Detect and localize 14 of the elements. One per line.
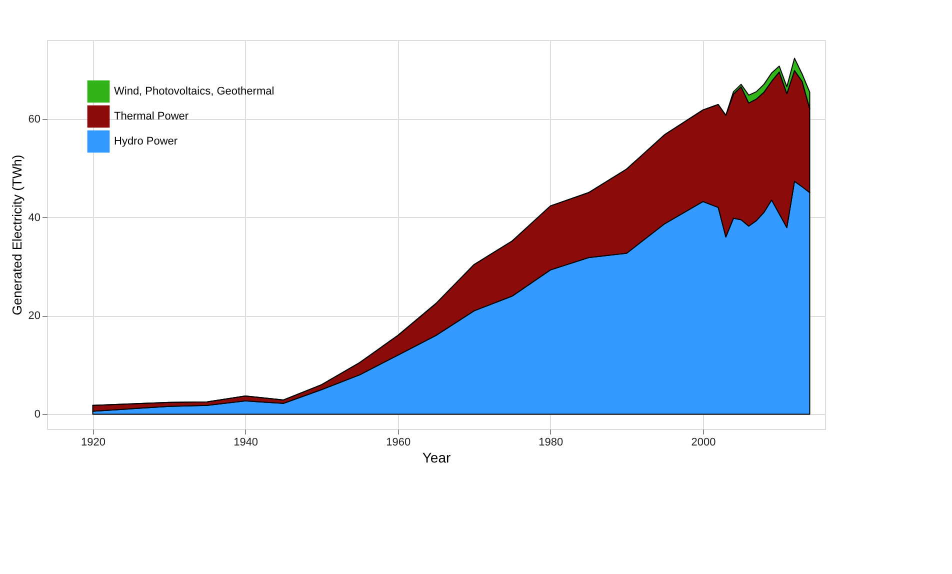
y-tick-label: 40 <box>28 212 40 224</box>
y-tick-label: 0 <box>34 408 40 421</box>
y-axis-title: Generated Electricity (TWh) <box>9 154 24 316</box>
y-tick-label: 60 <box>28 113 40 126</box>
x-axis-title: Year <box>422 450 451 466</box>
legend-label: Thermal Power <box>114 110 189 122</box>
legend-label: Wind, Photovoltaics, Geothermal <box>114 86 274 98</box>
x-tick-label: 1960 <box>386 436 411 448</box>
y-tick-label: 20 <box>28 310 40 322</box>
x-tick-label: 1980 <box>538 436 564 448</box>
x-tick-label: 1920 <box>81 436 106 448</box>
legend-label: Hydro Power <box>114 136 178 148</box>
x-tick-label: 2000 <box>691 436 716 448</box>
x-tick-label: 1940 <box>234 436 258 448</box>
